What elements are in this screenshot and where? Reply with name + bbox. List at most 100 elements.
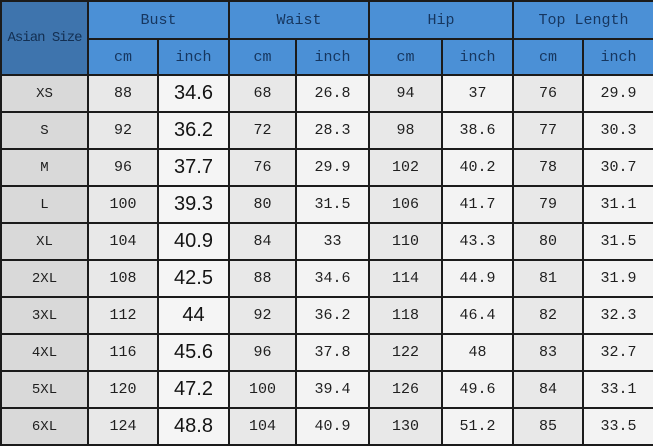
- cell-waist-cm: 84: [228, 222, 298, 261]
- cell-bust-cm: 96: [87, 148, 159, 187]
- cell-waist-cm: 72: [228, 111, 298, 150]
- cell-waist-cm: 68: [228, 74, 298, 113]
- table-row: 4XL 116 45.6 96 37.8 122 48 83 32.7: [0, 333, 653, 372]
- cell-top-length-inch: 31.5: [582, 222, 653, 261]
- cell-hip-inch: 48: [441, 333, 515, 372]
- cell-bust-inch: 40.9: [156, 222, 231, 261]
- cell-waist-inch: 33: [295, 222, 371, 261]
- cell-waist-cm: 100: [228, 370, 298, 409]
- header-row-groups: Asian Size Bust Waist Hip Top Length: [0, 0, 653, 76]
- unit-header-hip-cm: cm: [368, 38, 444, 76]
- cell-bust-cm: 92: [87, 111, 159, 150]
- table-row: 3XL 112 44 92 36.2 118 46.4 82 32.3: [0, 296, 653, 335]
- table-row: XL 104 40.9 84 33 110 43.3 80 31.5: [0, 222, 653, 261]
- cell-waist-cm: 92: [228, 296, 298, 335]
- cell-waist-cm: 88: [228, 259, 298, 298]
- cell-waist-cm: 96: [228, 333, 298, 372]
- cell-size: 2XL: [0, 259, 89, 298]
- unit-header-hip-inch: inch: [441, 38, 515, 76]
- cell-top-length-inch: 32.7: [582, 333, 653, 372]
- cell-bust-cm: 112: [87, 296, 159, 335]
- table-row: 6XL 124 48.8 104 40.9 130 51.2 85 33.5: [0, 407, 653, 446]
- cell-bust-cm: 104: [87, 222, 159, 261]
- cell-top-length-cm: 81: [512, 259, 585, 298]
- cell-bust-inch: 39.3: [156, 185, 231, 224]
- cell-top-length-inch: 30.7: [582, 148, 653, 187]
- cell-top-length-cm: 83: [512, 333, 585, 372]
- cell-size: 4XL: [0, 333, 89, 372]
- cell-waist-inch: 39.4: [295, 370, 371, 409]
- cell-hip-cm: 94: [368, 74, 444, 113]
- cell-bust-inch: 36.2: [156, 111, 231, 150]
- cell-hip-cm: 122: [368, 333, 444, 372]
- cell-top-length-cm: 76: [512, 74, 585, 113]
- group-header-hip: Hip: [368, 0, 515, 40]
- cell-bust-inch: 42.5: [156, 259, 231, 298]
- cell-bust-inch: 44: [156, 296, 231, 335]
- cell-top-length-inch: 33.1: [582, 370, 653, 409]
- cell-size: 3XL: [0, 296, 89, 335]
- cell-hip-inch: 44.9: [441, 259, 515, 298]
- cell-top-length-cm: 77: [512, 111, 585, 150]
- group-header-bust: Bust: [86, 0, 231, 40]
- cell-bust-inch: 47.2: [156, 370, 231, 409]
- cell-hip-inch: 51.2: [441, 407, 515, 446]
- cell-bust-cm: 124: [87, 407, 159, 446]
- cell-hip-inch: 37: [441, 74, 515, 113]
- cell-hip-cm: 126: [368, 370, 444, 409]
- table-row: M 96 37.7 76 29.9 102 40.2 78 30.7: [0, 148, 653, 187]
- unit-header-waist-inch: inch: [295, 38, 371, 76]
- cell-hip-inch: 49.6: [441, 370, 515, 409]
- cell-waist-inch: 34.6: [295, 259, 371, 298]
- table-row: XS 88 34.6 68 26.8 94 37 76 29.9: [0, 74, 653, 113]
- cell-hip-inch: 38.6: [441, 111, 515, 150]
- cell-size: 5XL: [0, 370, 89, 409]
- cell-top-length-cm: 82: [512, 296, 585, 335]
- cell-hip-cm: 130: [368, 407, 444, 446]
- cell-bust-cm: 88: [87, 74, 159, 113]
- cell-waist-cm: 104: [228, 407, 298, 446]
- cell-waist-inch: 40.9: [295, 407, 371, 446]
- cell-top-length-cm: 84: [512, 370, 585, 409]
- cell-waist-inch: 31.5: [295, 185, 371, 224]
- cell-hip-inch: 43.3: [441, 222, 515, 261]
- cell-waist-inch: 28.3: [295, 111, 371, 150]
- cell-waist-inch: 36.2: [295, 296, 371, 335]
- table-row: S 92 36.2 72 28.3 98 38.6 77 30.3: [0, 111, 653, 150]
- cell-hip-inch: 40.2: [441, 148, 515, 187]
- cell-hip-inch: 46.4: [441, 296, 515, 335]
- table-row: 2XL 108 42.5 88 34.6 114 44.9 81 31.9: [0, 259, 653, 298]
- cell-hip-cm: 110: [368, 222, 444, 261]
- cell-hip-cm: 114: [368, 259, 444, 298]
- group-header-top-length: Top Length: [512, 0, 653, 40]
- cell-top-length-cm: 78: [512, 148, 585, 187]
- cell-size: XS: [0, 74, 89, 113]
- unit-header-bust-cm: cm: [87, 38, 159, 76]
- cell-bust-cm: 120: [87, 370, 159, 409]
- cell-bust-inch: 34.6: [156, 74, 231, 113]
- cell-bust-inch: 37.7: [156, 148, 231, 187]
- cell-top-length-cm: 79: [512, 185, 585, 224]
- cell-hip-cm: 98: [368, 111, 444, 150]
- cell-top-length-inch: 33.5: [582, 407, 653, 446]
- cell-top-length-inch: 30.3: [582, 111, 653, 150]
- cell-size: XL: [0, 222, 89, 261]
- unit-header-top-length-inch: inch: [582, 38, 653, 76]
- cell-size: 6XL: [0, 407, 89, 446]
- cell-bust-cm: 108: [87, 259, 159, 298]
- cell-top-length-inch: 32.3: [582, 296, 653, 335]
- header-row-units: cm inch cm inch cm inch cm inch: [1, 38, 653, 76]
- cell-waist-cm: 76: [228, 148, 298, 187]
- table-body: XS 88 34.6 68 26.8 94 37 76 29.9 S 92 36.2 72 28.3 98 3…: [0, 74, 653, 446]
- unit-header-bust-inch: inch: [156, 38, 231, 76]
- cell-size: M: [0, 148, 89, 187]
- cell-hip-cm: 106: [368, 185, 444, 224]
- cell-waist-inch: 29.9: [295, 148, 371, 187]
- cell-bust-inch: 48.8: [156, 407, 231, 446]
- cell-size: L: [0, 185, 89, 224]
- unit-header-top-length-cm: cm: [512, 38, 585, 76]
- cell-top-length-inch: 31.1: [582, 185, 653, 224]
- group-header-waist: Waist: [228, 0, 371, 40]
